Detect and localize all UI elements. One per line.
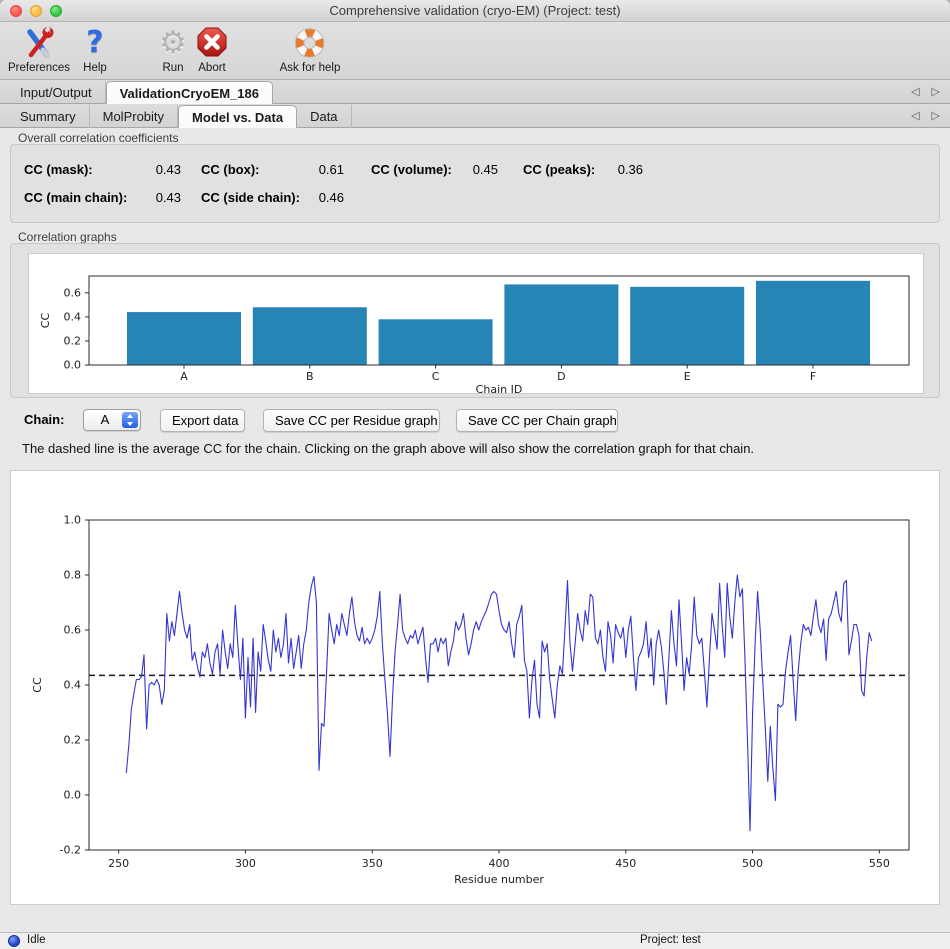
svg-text:F: F (810, 370, 816, 383)
svg-text:A: A (180, 370, 188, 383)
question-mark-icon: ? (86, 25, 104, 60)
graphs-group-box: 0.0 0.2 0.4 0.6 A B C D E F Chain ID CC (10, 243, 940, 398)
window-title: Comprehensive validation (cryo-EM) (Proj… (329, 3, 621, 18)
svg-text:0.8: 0.8 (64, 569, 82, 582)
svg-text:250: 250 (108, 857, 129, 870)
save-cc-per-residue-graph-button[interactable]: Save CC per Residue graph (263, 409, 440, 432)
svg-text:0.4: 0.4 (64, 679, 82, 692)
project-label: Project: test (640, 934, 701, 946)
toolbar-item-label: Abort (198, 62, 226, 74)
secondary-tab-bar: Summary MolProbity Model vs. Data Data ◁… (0, 104, 950, 129)
cc-box-label: CC (box): (201, 162, 260, 177)
svg-text:E: E (684, 370, 691, 383)
svg-text:300: 300 (235, 857, 256, 870)
abort-button[interactable]: Abort (194, 25, 230, 74)
tab-scroll-right-icon[interactable]: ▷ (931, 86, 940, 98)
status-bar: Idle Project: test (0, 932, 950, 949)
help-button[interactable]: ? Help (83, 25, 107, 74)
tab-summary[interactable]: Summary (6, 105, 90, 128)
tab-model-vs-data[interactable]: Model vs. Data (178, 105, 298, 129)
cc-peaks-label: CC (peaks): (523, 162, 596, 177)
svg-text:CC: CC (39, 313, 52, 329)
svg-text:C: C (432, 370, 440, 383)
lifebuoy-icon (280, 25, 341, 61)
status-dot-icon (8, 935, 20, 947)
tab-scroll-right-icon[interactable]: ▷ (931, 110, 940, 122)
toolbar-item-label: Run (162, 62, 184, 74)
chevron-up-down-icon (122, 412, 138, 428)
chain-label: Chain: (24, 412, 65, 427)
svg-text:Residue number: Residue number (454, 873, 544, 886)
cc-side-chain-value: 0.46 (318, 190, 344, 205)
ask-for-help-button[interactable]: Ask for help (279, 25, 341, 74)
tab-scroll-left-icon[interactable]: ◁ (911, 110, 920, 122)
toolbar: Preferences ? Help ⚙ Run (0, 22, 950, 80)
cc-main-chain-value: 0.43 (155, 190, 181, 205)
svg-text:500: 500 (742, 857, 763, 870)
preferences-button[interactable]: Preferences (8, 25, 70, 74)
cc-mask-value: 0.43 (155, 162, 181, 177)
status-text: Idle (27, 934, 46, 946)
cc-mask-label: CC (mask): (24, 162, 93, 177)
svg-text:B: B (306, 370, 314, 383)
svg-text:0.4: 0.4 (64, 310, 82, 323)
tab-validationcryoem-186[interactable]: ValidationCryoEM_186 (105, 81, 274, 105)
tab-input-output[interactable]: Input/Output (6, 81, 106, 104)
toolbar-item-label: Preferences (7, 62, 71, 74)
graphs-section-label: Correlation graphs (18, 230, 117, 244)
svg-text:1.0: 1.0 (64, 514, 82, 527)
svg-text:D: D (557, 370, 565, 383)
cc-side-chain-label: CC (side chain): (201, 190, 300, 205)
chain-select-value: A (100, 412, 110, 427)
overall-section-label: Overall correlation coefficients (18, 131, 179, 145)
cc-peaks-value: 0.36 (617, 162, 643, 177)
tools-icon (8, 25, 70, 61)
svg-text:550: 550 (869, 857, 890, 870)
cc-box-value: 0.61 (318, 162, 344, 177)
cc-main-chain-label: CC (main chain): (24, 190, 128, 205)
tab-molprobity[interactable]: MolProbity (90, 105, 179, 128)
cc-volume-label: CC (volume): (371, 162, 452, 177)
svg-text:450: 450 (615, 857, 636, 870)
traffic-lights (10, 5, 62, 17)
svg-text:0.6: 0.6 (64, 624, 82, 637)
abort-octagon-icon (194, 25, 230, 61)
close-button[interactable] (10, 5, 22, 17)
svg-text:350: 350 (362, 857, 383, 870)
cc-per-chain-chart-panel[interactable]: 0.0 0.2 0.4 0.6 A B C D E F Chain ID CC (28, 253, 924, 396)
zoom-window-button[interactable] (50, 5, 62, 17)
toolbar-item-label: Ask for help (279, 62, 341, 74)
svg-text:-0.2: -0.2 (60, 844, 81, 857)
primary-tab-bar: Input/Output ValidationCryoEM_186 ◁ ▷ (0, 80, 950, 105)
svg-text:0.0: 0.0 (64, 359, 82, 372)
tab-data[interactable]: Data (297, 105, 352, 128)
model-vs-data-panel: Overall correlation coefficients CC (mas… (0, 128, 950, 932)
overall-group-box: CC (mask): 0.43 CC (box): 0.61 CC (volum… (10, 144, 940, 223)
svg-text:0.0: 0.0 (64, 789, 82, 802)
bar-chart-svg[interactable]: 0.0 0.2 0.4 0.6 A B C D E F Chain ID CC (29, 254, 923, 396)
chain-select[interactable]: A (83, 409, 141, 431)
svg-text:400: 400 (489, 857, 510, 870)
gear-icon: ⚙ (159, 25, 187, 60)
dashed-line-note: The dashed line is the average CC for th… (22, 441, 755, 456)
svg-text:0.2: 0.2 (64, 734, 82, 747)
minimize-button[interactable] (30, 5, 42, 17)
svg-text:Chain ID: Chain ID (476, 383, 523, 393)
svg-text:0.6: 0.6 (64, 286, 82, 299)
tab-scroll-left-icon[interactable]: ◁ (911, 86, 920, 98)
line-chart-svg[interactable]: -0.2 0.0 0.2 0.4 0.6 0.8 1.0 250 300 350 400 450 500… (11, 471, 939, 904)
svg-text:0.2: 0.2 (64, 334, 82, 347)
chart-controls: Chain: A Export data Save CC per Residue… (0, 408, 950, 434)
cc-volume-value: 0.45 (472, 162, 498, 177)
run-button[interactable]: ⚙ Run (159, 25, 187, 74)
save-cc-per-chain-graph-button[interactable]: Save CC per Chain graph (456, 409, 618, 432)
cc-per-residue-chart-panel[interactable]: -0.2 0.0 0.2 0.4 0.6 0.8 1.0 250 300 350 400 450 500… (10, 470, 940, 905)
toolbar-item-label: Help (83, 62, 107, 74)
title-bar: Comprehensive validation (cryo-EM) (Proj… (0, 0, 950, 22)
svg-text:CC: CC (31, 677, 44, 693)
export-data-button[interactable]: Export data (160, 409, 245, 432)
